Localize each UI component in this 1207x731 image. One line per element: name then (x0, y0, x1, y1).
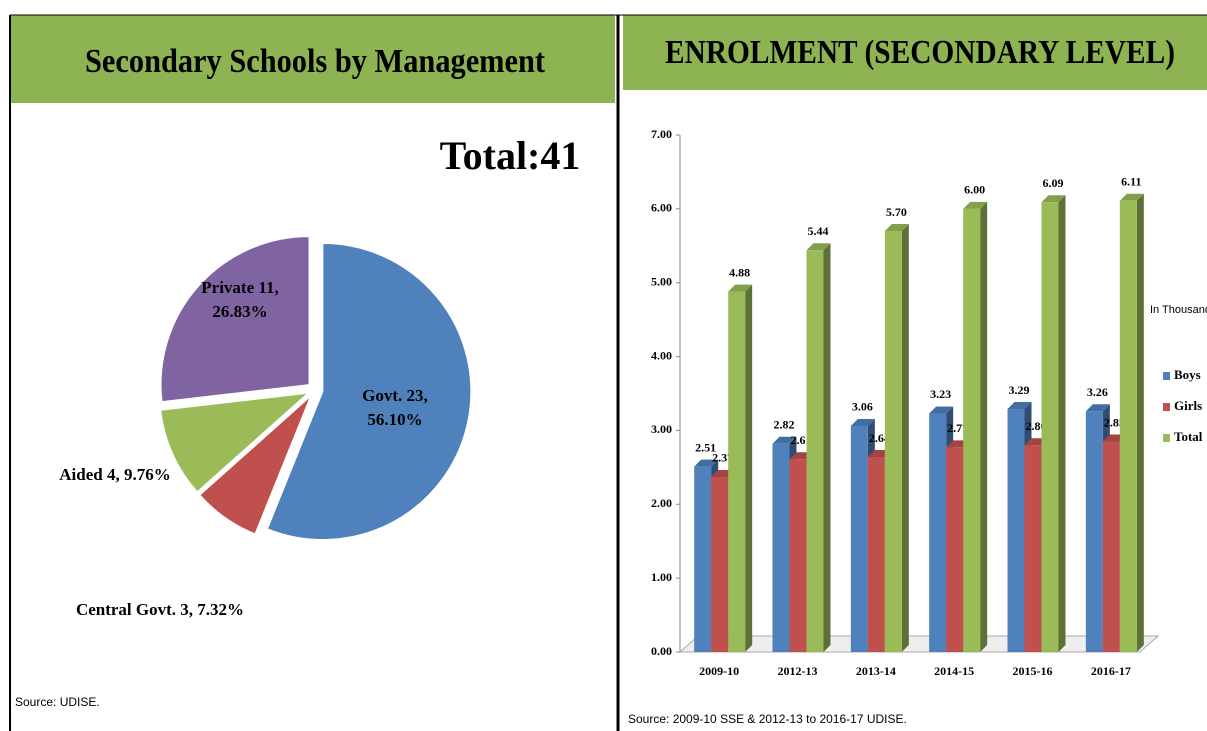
value-label: 2.77 (947, 421, 968, 435)
source: Source: UDISE. (15, 695, 100, 709)
slice-label: Govt. 23, 56.10% (362, 386, 428, 429)
total-annotation: Total:41 (440, 133, 581, 178)
bar (1007, 409, 1025, 652)
bar-top (929, 406, 954, 414)
y-tick-label: 5.00 (651, 274, 672, 288)
source: Source: 2009-10 SSE & 2012-13 to 2016-17… (628, 712, 907, 726)
bar-top (884, 224, 909, 232)
pie-title: Secondary Schools by Management (85, 43, 546, 80)
bar (711, 476, 729, 652)
bar-side (980, 201, 988, 652)
value-label: 2.85 (1104, 415, 1125, 429)
value-label: 3.29 (1009, 383, 1030, 397)
value-label: 4.88 (729, 265, 750, 279)
pie-slice (266, 243, 472, 540)
y-tick-label: 0.00 (651, 644, 672, 658)
bar (694, 466, 712, 652)
bar (867, 457, 885, 652)
value-label: 3.23 (930, 387, 951, 401)
value-label: 6.11 (1121, 174, 1141, 188)
bar (963, 208, 981, 652)
x-tick-label: 2009-10 (699, 664, 739, 678)
value-label: 2.64 (869, 431, 890, 445)
bar-side (745, 284, 753, 652)
legend-swatch (1163, 372, 1170, 380)
value-label: 2.61 (791, 433, 812, 447)
bar (1102, 441, 1120, 652)
bar (946, 447, 964, 652)
bar (806, 250, 824, 652)
bar-side (901, 224, 909, 652)
bar-top (850, 418, 875, 426)
pie-slice (160, 236, 310, 403)
bar-top (1085, 404, 1110, 412)
bar-title: ENROLMENT (SECONDARY LEVEL) (665, 34, 1175, 71)
bar-side (1058, 195, 1066, 652)
unit-annotation: In Thousands (1150, 304, 1207, 316)
value-label: 2.51 (695, 440, 716, 454)
value-label: 3.06 (852, 400, 873, 414)
y-tick-label: 2.00 (651, 496, 672, 510)
legend-label: Boys (1174, 367, 1201, 382)
x-tick-label: 2012-13 (778, 664, 818, 678)
bar-top (963, 201, 988, 209)
bar (789, 459, 807, 652)
value-label: 2.80 (1026, 419, 1047, 433)
bar (1119, 200, 1137, 653)
bar (929, 413, 947, 652)
bar-top (806, 243, 831, 251)
bar-top (694, 459, 719, 467)
y-tick-label: 6.00 (651, 201, 672, 215)
x-tick-label: 2016-17 (1091, 664, 1131, 678)
bar-top (1041, 195, 1066, 203)
value-label: 5.70 (886, 205, 907, 219)
y-tick-label: 1.00 (651, 570, 672, 584)
bar-top (1119, 193, 1144, 201)
bar-top (728, 284, 753, 292)
right-header (623, 15, 1207, 90)
value-label: 6.09 (1043, 176, 1064, 190)
bar-side (823, 243, 831, 652)
left-header (10, 15, 615, 103)
x-tick-label: 2015-16 (1013, 664, 1053, 678)
bar-top (1007, 402, 1032, 410)
y-tick-label: 7.00 (651, 127, 672, 141)
value-label: 6.00 (964, 183, 985, 197)
y-tick-label: 3.00 (651, 422, 672, 436)
value-label: 2.37 (712, 451, 733, 465)
bar-side (1136, 193, 1144, 653)
x-tick-label: 2013-14 (856, 664, 896, 678)
bar (728, 291, 746, 652)
pie-slice (199, 396, 311, 535)
bar-top (772, 436, 797, 444)
slice-label: Private 11, 26.83% (201, 278, 279, 321)
bar (884, 231, 902, 652)
value-label: 3.26 (1087, 385, 1108, 399)
bar (850, 425, 868, 652)
bar (1085, 411, 1103, 652)
pie-slice (160, 392, 310, 493)
legend-swatch (1163, 434, 1170, 442)
slice-label: Central Govt. 3, 7.32% (75, 600, 245, 619)
y-tick-label: 4.00 (651, 348, 672, 362)
legend-label: Total (1174, 429, 1203, 444)
value-label: 5.44 (808, 224, 829, 238)
legend-swatch (1163, 403, 1170, 411)
value-label: 2.82 (774, 417, 795, 431)
bar (772, 443, 790, 652)
x-tick-label: 2014-15 (934, 664, 974, 678)
legend-label: Girls (1174, 398, 1202, 413)
slice-label: Aided 4, 9.76% (59, 465, 171, 484)
bar (1041, 202, 1059, 652)
bar (1024, 445, 1042, 652)
